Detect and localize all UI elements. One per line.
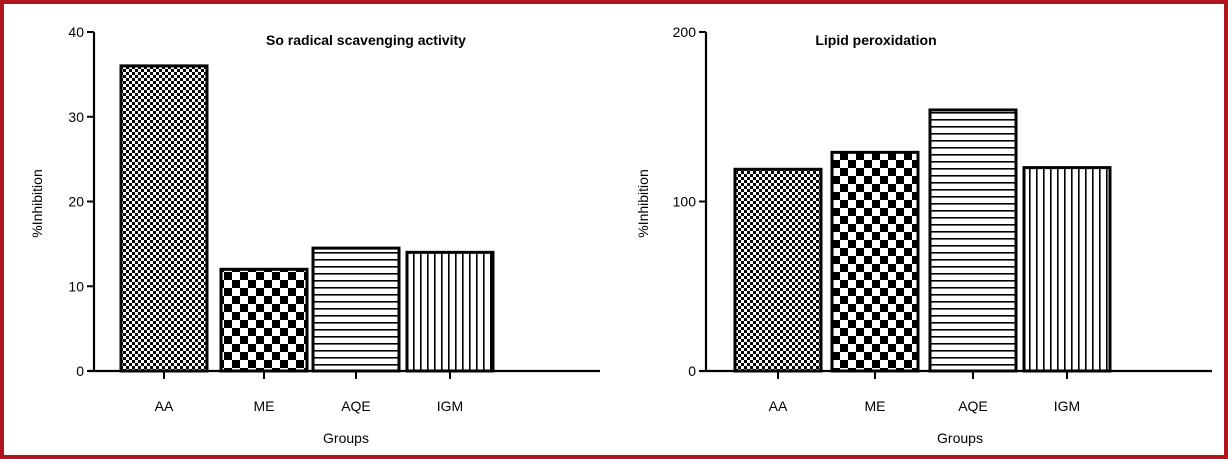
x-tick-label: ME: [254, 398, 275, 414]
y-tick-label: 30: [68, 109, 84, 125]
y-axis-label: %Inhibition: [29, 169, 45, 238]
bar-aqe: [311, 246, 401, 373]
x-tick-label: AA: [155, 398, 174, 414]
x-axis-label: Groups: [323, 430, 369, 446]
y-tick-label: 100: [673, 194, 697, 210]
chart-1: So radical scavenging activity 0 10 20 30 40 A…: [29, 24, 600, 446]
y-tick-label: 200: [673, 24, 697, 40]
bar-aa: [733, 167, 823, 373]
bar-aqe: [928, 108, 1018, 373]
bar-aa: [119, 64, 209, 373]
bar-igm: [1022, 166, 1112, 373]
y-tick-label: 10: [68, 278, 84, 294]
x-tick-label: IGM: [1054, 398, 1080, 414]
charts-root: So radical scavenging activity 0 10 20 30 40 A…: [29, 24, 1212, 446]
chart-2: Lipid peroxidation 0 100 200 AA ME AQE IGM Group…: [635, 24, 1212, 446]
bar-me: [219, 267, 309, 373]
y-axis-label: %Inhibition: [635, 169, 651, 238]
chart-title: Lipid peroxidation: [815, 32, 936, 48]
x-tick-label: ME: [865, 398, 886, 414]
y-tick-label: 20: [68, 194, 84, 210]
bar-igm: [405, 250, 495, 373]
y-tick-label: 0: [688, 363, 696, 379]
x-tick-label: IGM: [437, 398, 463, 414]
x-tick-label: AQE: [958, 398, 988, 414]
y-tick-label: 40: [68, 24, 84, 40]
x-tick-label: AA: [769, 398, 788, 414]
y-tick-label: 0: [76, 363, 84, 379]
x-tick-label: AQE: [341, 398, 371, 414]
x-axis-label: Groups: [937, 430, 983, 446]
bar-me: [830, 150, 920, 373]
chart-title: So radical scavenging activity: [266, 32, 466, 48]
